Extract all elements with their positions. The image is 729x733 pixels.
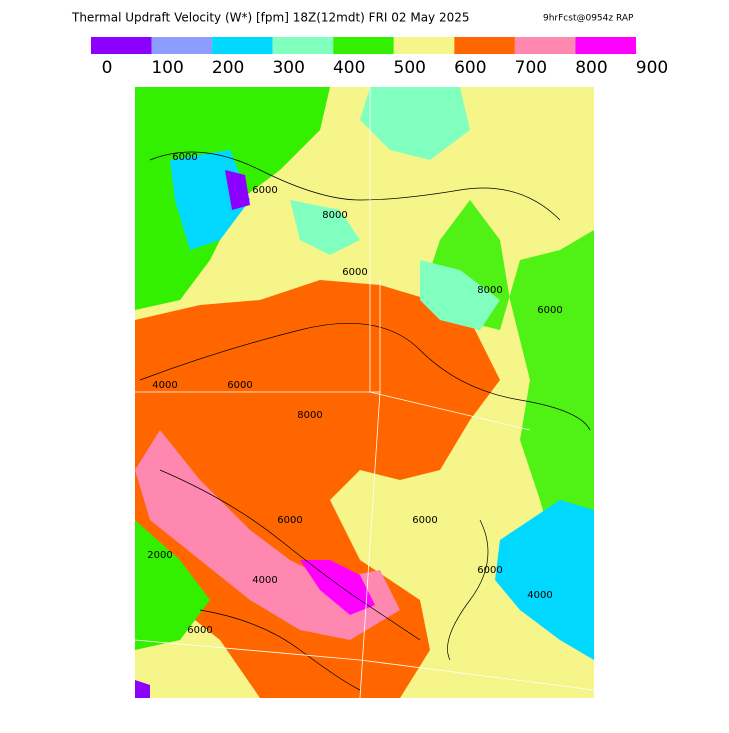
contours <box>139 151 591 691</box>
state-borders <box>134 87 595 699</box>
contour-label: 6000 <box>412 515 437 526</box>
colorbar-swatch <box>212 37 273 54</box>
map <box>134 87 595 699</box>
colorbar-label: 700 <box>515 58 547 78</box>
contour-label: 4000 <box>152 380 177 391</box>
contour-label: 6000 <box>277 515 302 526</box>
contour-label: 6000 <box>252 185 277 196</box>
contour-label: 8000 <box>297 410 322 421</box>
region <box>420 87 594 600</box>
colorbar-swatch <box>454 37 515 54</box>
colorbar-label: 600 <box>454 58 486 78</box>
contour-label: 6000 <box>172 152 197 163</box>
contour-label: 4000 <box>527 590 552 601</box>
region <box>135 280 500 698</box>
contour-label: 6000 <box>342 267 367 278</box>
contour-label: 4000 <box>252 575 277 586</box>
colorbar-swatch <box>91 37 152 54</box>
colorbar-label: 100 <box>151 58 183 78</box>
colorbar-label: 800 <box>575 58 607 78</box>
contour-label: 6000 <box>537 305 562 316</box>
colorbar-label: 0 <box>102 58 113 78</box>
contour-label: 8000 <box>477 285 502 296</box>
contour-label: 2000 <box>147 550 172 561</box>
colorbar-label: 200 <box>212 58 244 78</box>
region <box>135 680 150 698</box>
colorbar-swatch <box>272 37 334 54</box>
colorbar-swatch <box>514 37 576 54</box>
title: Thermal Updraft Velocity (W*) [fpm] 18Z(… <box>71 11 470 25</box>
colorbar-swatch <box>333 37 394 54</box>
colorbar-label: 500 <box>394 58 426 78</box>
region <box>135 520 210 650</box>
colorbar-swatch <box>575 37 636 54</box>
contour-label: 8000 <box>322 210 347 221</box>
contour-label: 6000 <box>227 380 252 391</box>
region <box>495 500 594 660</box>
colorbar-swatch <box>151 37 213 54</box>
region <box>300 560 375 615</box>
region <box>360 87 470 160</box>
region <box>420 260 500 330</box>
colorbar: 0 100 200 300 400 500 600 700 800 900 <box>91 37 668 78</box>
contour-label: 6000 <box>187 625 212 636</box>
subtitle: 9hrFcst@0954z RAP <box>543 14 634 24</box>
contour-labels: 6000 6000 8000 6000 4000 6000 8000 6000 2000 4000… <box>147 152 562 636</box>
contour-label: 6000 <box>477 565 502 576</box>
colorbar-label: 400 <box>333 58 365 78</box>
region <box>290 200 360 255</box>
colorbar-label: 300 <box>272 58 304 78</box>
colorbar-label: 900 <box>636 58 668 78</box>
region <box>225 170 250 210</box>
colorbar-swatch <box>393 37 455 54</box>
